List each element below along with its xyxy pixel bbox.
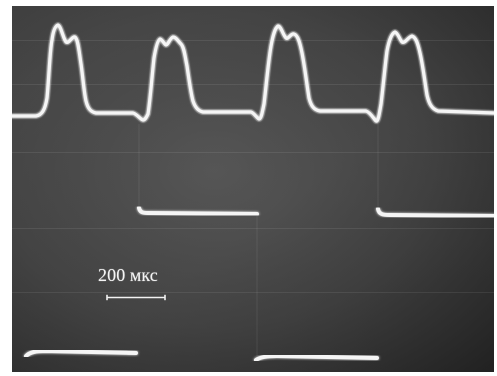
oscilloscope-screen xyxy=(12,6,494,372)
screen-texture xyxy=(12,40,494,293)
upper-waveform-afterglow xyxy=(12,22,494,125)
middle-pulse-segment-right xyxy=(376,207,494,218)
upper-waveform-trace xyxy=(12,23,494,123)
oscilloscope-traces xyxy=(12,6,494,372)
lower-pulse-segment-left xyxy=(24,348,138,358)
scale-bar xyxy=(106,294,166,301)
lower-pulse-segment-center xyxy=(254,353,379,362)
middle-pulse-segment-center xyxy=(137,206,259,216)
screen-shading xyxy=(12,6,494,372)
retrace-lines xyxy=(138,124,379,356)
scale-label: 200 мкс xyxy=(98,265,158,285)
